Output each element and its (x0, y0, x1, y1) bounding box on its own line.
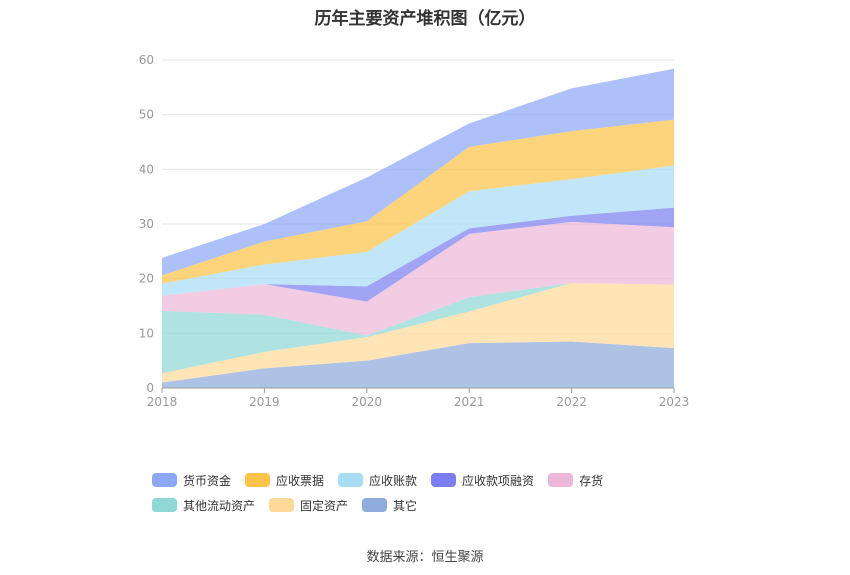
legend-item[interactable]: 其他流动资产 (152, 497, 255, 513)
area-series-其它 (162, 341, 674, 388)
x-tick-label: 2019 (249, 395, 280, 409)
x-tick-label: 2021 (454, 395, 485, 409)
legend-swatch (269, 498, 295, 512)
legend-label: 应收账款 (369, 473, 418, 488)
area-series-存货 (162, 221, 674, 336)
legend-swatch (362, 498, 388, 512)
area-series-应收账款 (162, 165, 674, 296)
area-series-货币资金 (162, 68, 674, 276)
legend-item[interactable]: 固定资产 (269, 497, 348, 513)
legend-swatch (245, 473, 271, 487)
y-tick-label: 20 (139, 272, 154, 286)
area-series-应收票据 (162, 119, 674, 284)
area-series-其他流动资产 (162, 283, 674, 374)
legend-label: 固定资产 (300, 498, 349, 513)
legend-swatch (152, 498, 177, 512)
y-tick-label: 50 (139, 108, 154, 122)
y-tick-label: 30 (139, 217, 154, 231)
legend-label: 存货 (579, 473, 604, 488)
legend-label: 应收票据 (276, 473, 325, 488)
axis-layer: 0 10 20 30 40 50 60 2018 2019 2020 2021 2022 2023 (139, 53, 690, 409)
legend-label: 其他流动资产 (183, 498, 256, 513)
legend-label: 其它 (393, 498, 418, 513)
y-tick-label: 10 (139, 326, 154, 340)
legend-label: 应收款项融资 (462, 473, 535, 488)
legend-swatch (152, 473, 177, 487)
legend-item[interactable]: 应收账款 (338, 472, 417, 488)
y-tick-label: 40 (139, 162, 154, 176)
area-series-应收款项融资 (162, 207, 674, 302)
data-source: 数据来源：恒生聚源 (366, 550, 484, 565)
legend-item[interactable]: 应收票据 (245, 472, 324, 488)
legend-label: 货币资金 (183, 473, 232, 488)
legend-swatch (338, 473, 364, 487)
y-tick-label: 0 (146, 381, 154, 395)
x-tick-label: 2020 (352, 395, 383, 409)
legend-swatch (431, 473, 457, 487)
x-tick-label: 2023 (659, 395, 690, 409)
legend-item[interactable]: 应收款项融资 (431, 472, 534, 488)
chart-title: 历年主要资产堆积图（亿元） (314, 9, 536, 29)
legend-swatch (548, 473, 574, 487)
legend-item[interactable]: 其它 (362, 497, 417, 513)
area-series-固定资产 (162, 283, 674, 383)
legend: 货币资金 应收票据 应收账款 应收款项融资 存货其他流动资产 固定资产 其它 (152, 472, 732, 513)
y-tick-label: 60 (139, 53, 154, 67)
x-tick-label: 2018 (147, 395, 178, 409)
legend-item[interactable]: 货币资金 (152, 472, 231, 488)
x-tick-label: 2022 (556, 395, 587, 409)
area-layer (162, 68, 674, 388)
legend-item[interactable]: 存货 (548, 472, 603, 488)
